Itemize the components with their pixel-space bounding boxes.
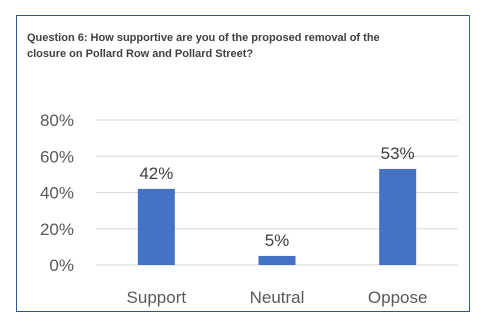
x-axis-categories: Support Neutral Oppose (127, 288, 428, 307)
y-tick-label: 40% (40, 184, 74, 203)
category-label-oppose: Oppose (368, 288, 428, 307)
y-axis-ticks: 0% 20% 40% 60% 80% (40, 111, 74, 275)
y-tick-label: 80% (40, 111, 74, 130)
category-label-support: Support (127, 288, 187, 307)
y-tick-label: 60% (40, 147, 74, 166)
chart-frame: Question 6: How supportive are you of th… (16, 15, 470, 312)
bar-support (137, 188, 175, 265)
bars (137, 168, 417, 265)
data-labels: 42% 5% 53% (139, 144, 414, 250)
data-label-oppose: 53% (381, 144, 415, 163)
category-label-neutral: Neutral (250, 288, 305, 307)
data-label-neutral: 5% (265, 231, 290, 250)
chart-title: Question 6: How supportive are you of th… (27, 32, 380, 60)
y-tick-label: 20% (40, 220, 74, 239)
bar-neutral (258, 255, 296, 265)
data-label-support: 42% (139, 164, 173, 183)
y-tick-label: 0% (49, 256, 74, 275)
bar-oppose (379, 168, 417, 265)
